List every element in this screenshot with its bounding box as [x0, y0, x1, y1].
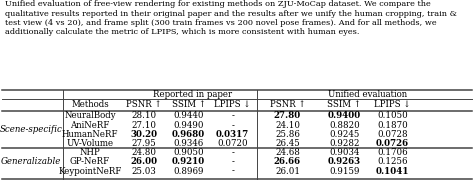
Text: 24.10: 24.10 [275, 121, 300, 130]
Text: LPIPS ↓: LPIPS ↓ [214, 100, 251, 109]
Text: Scene-specific: Scene-specific [0, 125, 62, 134]
Text: 26.01: 26.01 [275, 167, 300, 176]
Text: 0.0317: 0.0317 [216, 130, 249, 139]
Text: 0.8820: 0.8820 [329, 121, 360, 130]
Text: Unified evaluation of free-view rendering for existing methods on ZJU-MoCap data: Unified evaluation of free-view renderin… [5, 0, 456, 36]
Text: 27.95: 27.95 [131, 139, 156, 148]
Text: SSIM ↑: SSIM ↑ [172, 100, 206, 109]
Text: 0.1041: 0.1041 [376, 167, 409, 176]
Text: UV-Volume: UV-Volume [66, 139, 114, 148]
Text: PSNR ↑: PSNR ↑ [126, 100, 162, 109]
Text: 0.9263: 0.9263 [328, 158, 361, 167]
Text: KeypointNeRF: KeypointNeRF [58, 167, 122, 176]
Text: NeuralBody: NeuralBody [64, 112, 116, 121]
Text: 25.03: 25.03 [131, 167, 156, 176]
Text: 0.9050: 0.9050 [173, 148, 204, 157]
Text: 0.8969: 0.8969 [173, 167, 204, 176]
Text: -: - [231, 167, 234, 176]
Text: -: - [231, 158, 234, 167]
Text: 0.9210: 0.9210 [172, 158, 205, 167]
Text: PSNR ↑: PSNR ↑ [270, 100, 305, 109]
Text: Reported in paper: Reported in paper [153, 90, 232, 99]
Text: Generalizable: Generalizable [0, 158, 61, 167]
Text: LPIPS ↓: LPIPS ↓ [374, 100, 411, 109]
Text: 24.68: 24.68 [275, 148, 300, 157]
Text: 0.1050: 0.1050 [377, 112, 408, 121]
Text: 0.9282: 0.9282 [329, 139, 360, 148]
Text: -: - [231, 121, 234, 130]
Text: 0.9440: 0.9440 [173, 112, 204, 121]
Text: 0.0728: 0.0728 [377, 130, 408, 139]
Text: AniNeRF: AniNeRF [70, 121, 110, 130]
Text: 27.80: 27.80 [274, 112, 301, 121]
Text: HumanNeRF: HumanNeRF [62, 130, 118, 139]
Text: 30.20: 30.20 [130, 130, 157, 139]
Text: 27.10: 27.10 [131, 121, 156, 130]
Text: 0.9245: 0.9245 [329, 130, 360, 139]
Text: SSIM ↑: SSIM ↑ [328, 100, 361, 109]
Text: 0.9346: 0.9346 [173, 139, 204, 148]
Text: 25.86: 25.86 [275, 130, 300, 139]
Text: Unified evaluation: Unified evaluation [328, 90, 408, 99]
Text: 0.0720: 0.0720 [218, 139, 248, 148]
Text: 0.9400: 0.9400 [328, 112, 361, 121]
Text: 0.9490: 0.9490 [173, 121, 204, 130]
Text: 28.10: 28.10 [131, 112, 156, 121]
Text: 0.1706: 0.1706 [377, 148, 408, 157]
Text: 0.9034: 0.9034 [329, 148, 360, 157]
Text: -: - [231, 148, 234, 157]
Text: -: - [231, 112, 234, 121]
Text: 24.80: 24.80 [131, 148, 156, 157]
Text: 0.9159: 0.9159 [329, 167, 360, 176]
Text: GP-NeRF: GP-NeRF [70, 158, 110, 167]
Text: 26.66: 26.66 [274, 158, 301, 167]
Text: 0.1256: 0.1256 [377, 158, 408, 167]
Text: 0.9680: 0.9680 [172, 130, 205, 139]
Text: NHP: NHP [80, 148, 100, 157]
Text: 26.45: 26.45 [275, 139, 300, 148]
Text: 0.0726: 0.0726 [376, 139, 409, 148]
Text: Methods: Methods [71, 100, 109, 109]
Text: 26.00: 26.00 [130, 158, 157, 167]
Text: 0.1870: 0.1870 [377, 121, 408, 130]
